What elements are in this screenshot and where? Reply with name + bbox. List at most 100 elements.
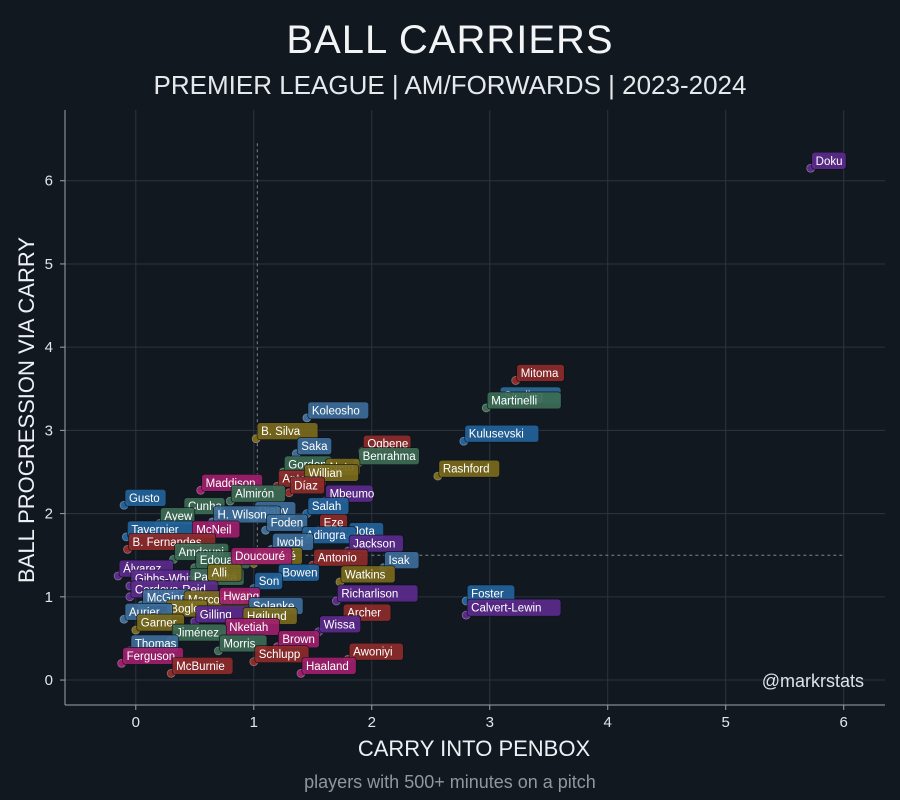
point-label-54: Calvert-Lewin bbox=[466, 598, 562, 617]
label-box bbox=[313, 548, 369, 567]
label-box bbox=[171, 657, 234, 675]
label-text: Martinelli bbox=[491, 395, 537, 407]
x-tick-label: 6 bbox=[840, 714, 848, 731]
y-tick-label: 4 bbox=[45, 339, 53, 356]
y-tick-label: 6 bbox=[45, 173, 53, 190]
point-label-10: Benrahma bbox=[358, 447, 420, 465]
point-label-65: Brown bbox=[278, 630, 320, 649]
label-text: Brown bbox=[282, 634, 315, 646]
chart-subtitle: PREMIER LEAGUE | AM/FORWARDS | 2023-2024 bbox=[153, 70, 747, 100]
label-text: Son bbox=[259, 576, 279, 588]
label-box bbox=[358, 447, 420, 465]
label-text: Bogle bbox=[170, 603, 199, 615]
label-text: Calvert-Lewin bbox=[471, 603, 541, 615]
label-text: Morris bbox=[223, 638, 255, 650]
label-text: McBurnie bbox=[176, 661, 225, 673]
label-box bbox=[464, 424, 540, 443]
label-box bbox=[337, 584, 419, 603]
label-text: Foden bbox=[271, 518, 304, 530]
point-label-43: Watkins bbox=[340, 565, 396, 584]
x-tick-label: 1 bbox=[250, 714, 258, 731]
label-box bbox=[811, 151, 847, 170]
label-box bbox=[254, 572, 283, 590]
point-label-24: Ayew bbox=[160, 507, 196, 525]
point-label-2: Mitoma bbox=[516, 364, 565, 382]
label-text: Ayew bbox=[164, 511, 193, 523]
label-text: Richarlison bbox=[341, 588, 398, 600]
label-text: Haaland bbox=[306, 661, 349, 673]
label-text: Nketiah bbox=[229, 622, 268, 634]
label-box bbox=[254, 645, 310, 664]
point-label-4: Martinelli bbox=[486, 391, 562, 410]
point-label-5: Koleosho bbox=[307, 401, 369, 420]
label-box bbox=[340, 565, 396, 584]
label-box bbox=[124, 488, 167, 507]
label-text: Rashford bbox=[443, 464, 490, 476]
point-label-34: Jackson bbox=[348, 534, 404, 553]
label-box bbox=[171, 623, 227, 642]
label-text: Doucouré bbox=[235, 551, 285, 563]
label-box bbox=[466, 598, 562, 617]
label-text: Antonio bbox=[318, 553, 357, 565]
label-text: Saka bbox=[301, 441, 328, 453]
label-text: Adingra bbox=[306, 530, 346, 542]
point-label-69: Schlupp bbox=[254, 645, 310, 664]
point-label-68: Awoniyi bbox=[348, 642, 404, 661]
x-tick-label: 3 bbox=[486, 714, 494, 731]
label-text: B. Silva bbox=[261, 426, 301, 438]
y-tick-label: 1 bbox=[45, 589, 53, 606]
y-axis-label: BALL PROGRESSION VIA CARRY bbox=[14, 237, 39, 583]
label-box bbox=[301, 657, 357, 675]
label-text: Gusto bbox=[129, 493, 160, 505]
point-label-8: Saka bbox=[296, 437, 332, 455]
point-label-64: Jiménez bbox=[171, 623, 227, 642]
label-box bbox=[516, 364, 565, 382]
point-label-63: Nketiah bbox=[224, 617, 280, 636]
point-label-71: McBurnie bbox=[171, 657, 234, 675]
label-text: Koleosho bbox=[312, 405, 360, 417]
point-label-41: Doucouré bbox=[230, 547, 293, 565]
label-text: Almirón bbox=[235, 489, 274, 501]
point-label-6: Kulusevski bbox=[464, 424, 540, 443]
point-label-37: Antonio bbox=[313, 548, 369, 567]
label-text: Watkins bbox=[345, 569, 386, 581]
point-label-46: Alli bbox=[207, 563, 243, 582]
label-text: Isak bbox=[389, 555, 410, 567]
label-box bbox=[348, 534, 404, 553]
footnote: players with 500+ minutes on a pitch bbox=[304, 772, 596, 792]
x-tick-label: 2 bbox=[368, 714, 376, 731]
label-text: H. Wilson bbox=[217, 509, 266, 521]
label-box bbox=[296, 437, 332, 455]
label-text: Wissa bbox=[324, 619, 356, 631]
label-text: Kulusevski bbox=[469, 429, 524, 441]
point-label-47: Son bbox=[254, 572, 283, 590]
label-box bbox=[319, 615, 361, 634]
label-text: Alli bbox=[212, 568, 227, 580]
label-box bbox=[207, 563, 243, 582]
point-label-42: Bowen bbox=[278, 563, 320, 582]
label-text: Ferguson bbox=[127, 651, 176, 663]
data-labels: DokuMitomaSterlingMartinelliKoleoshoKulu… bbox=[118, 151, 847, 675]
label-box bbox=[348, 642, 404, 661]
label-text: Schlupp bbox=[259, 649, 301, 661]
point-label-62: Wissa bbox=[319, 615, 361, 634]
label-box bbox=[486, 391, 562, 410]
label-box bbox=[307, 401, 369, 420]
point-label-72: Haaland bbox=[301, 657, 357, 675]
label-text: Garner bbox=[141, 618, 177, 630]
point-label-1: Doku bbox=[811, 151, 847, 170]
x-tick-label: 4 bbox=[604, 714, 612, 731]
x-axis-label: CARRY INTO PENBOX bbox=[358, 736, 591, 761]
label-text: Mitoma bbox=[521, 368, 559, 380]
point-label-32: Iwobi bbox=[272, 533, 314, 551]
point-label-16: Díaz bbox=[289, 476, 325, 495]
label-box bbox=[289, 476, 325, 495]
chart-title: BALL CARRIERS bbox=[286, 18, 614, 62]
watermark: @markrstats bbox=[762, 671, 864, 691]
label-text: Jiménez bbox=[176, 628, 219, 640]
point-label-7: B. Silva bbox=[256, 422, 319, 441]
label-box bbox=[230, 547, 293, 565]
label-text: Iwobi bbox=[276, 537, 303, 549]
